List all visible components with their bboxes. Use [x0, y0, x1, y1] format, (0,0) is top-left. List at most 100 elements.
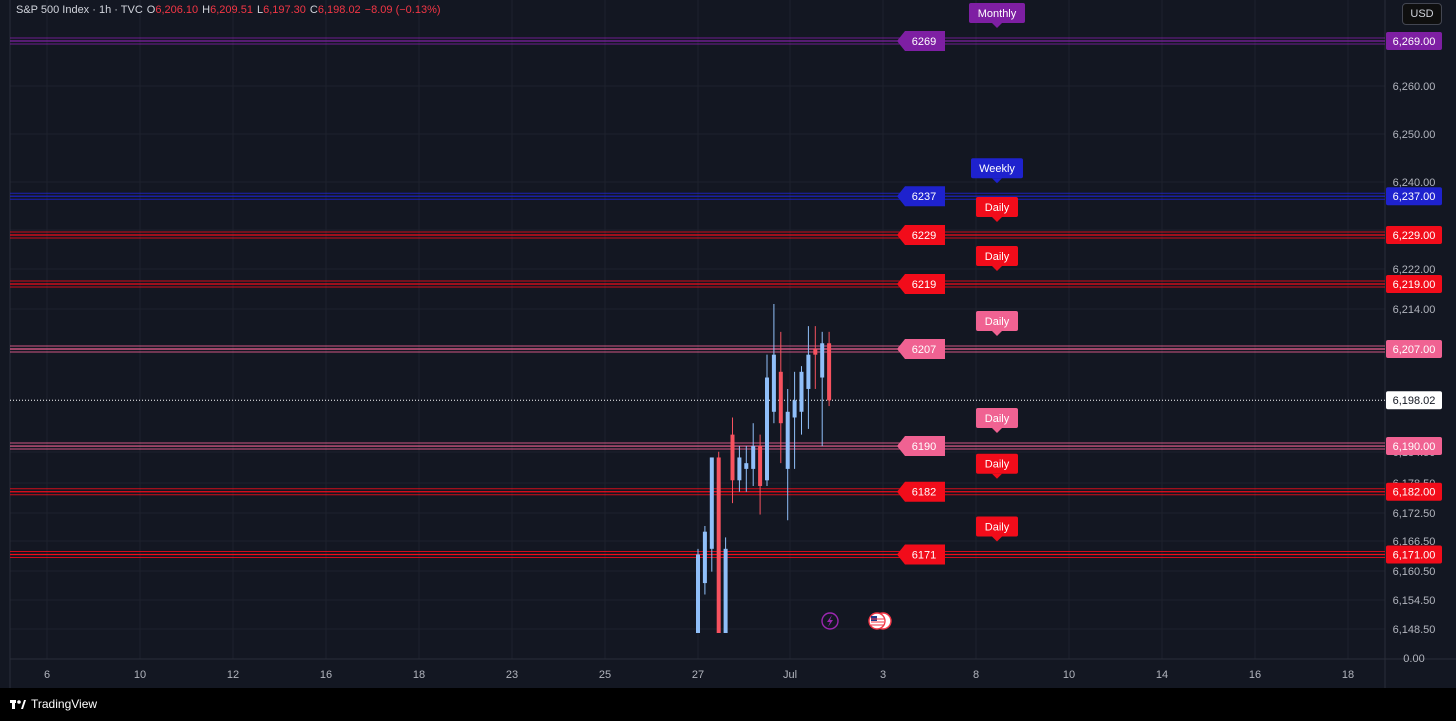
- level-flag-6229[interactable]: [897, 225, 945, 245]
- y-tick-label: 6,222.00: [1393, 264, 1436, 276]
- level-tag-daily[interactable]: [976, 516, 1018, 537]
- level-flag-6269[interactable]: [897, 31, 945, 51]
- candle-body[interactable]: [716, 457, 721, 633]
- level-tag-text: Monthly: [978, 8, 1017, 20]
- candle-body[interactable]: [709, 457, 714, 549]
- axis-price-tag-text: 6,190.00: [1393, 441, 1436, 453]
- candle-body[interactable]: [820, 343, 825, 378]
- x-tick-label: 10: [134, 669, 146, 681]
- candle-body[interactable]: [744, 463, 749, 469]
- axis-price-tag-text: 6,171.00: [1393, 550, 1436, 562]
- level-flag-6190[interactable]: [897, 436, 945, 457]
- level-tag-daily[interactable]: [976, 310, 1018, 331]
- y-tick-label: 6,250.00: [1393, 129, 1436, 141]
- level-tag-daily[interactable]: [976, 408, 1018, 429]
- level-tag-daily[interactable]: [976, 453, 1018, 474]
- x-tick-label: 18: [1342, 669, 1354, 681]
- open-value: 6,206.10: [155, 4, 199, 16]
- candle-body[interactable]: [813, 348, 818, 355]
- x-tick-label: 14: [1156, 669, 1168, 681]
- x-tick-label: 18: [413, 669, 425, 681]
- x-tick-label: 3: [880, 669, 886, 681]
- level-tag-pointer: [992, 428, 1002, 434]
- level-flag-text: 6237: [912, 191, 936, 203]
- x-tick-label: Jul: [783, 669, 797, 681]
- axis-price-tag-6229: [1386, 226, 1442, 244]
- lightning-event-icon[interactable]: [821, 612, 839, 630]
- x-tick-label: 6: [44, 669, 50, 681]
- candle-body[interactable]: [771, 354, 776, 412]
- candle-body[interactable]: [751, 446, 756, 469]
- currency-button[interactable]: USD: [1402, 3, 1442, 25]
- y-tick-label: 6,166.50: [1393, 536, 1436, 548]
- candle-body[interactable]: [737, 457, 742, 481]
- axis-price-tag-6219: [1386, 275, 1442, 293]
- candle-body[interactable]: [806, 354, 811, 389]
- candle-body[interactable]: [702, 531, 707, 584]
- x-tick-label: 12: [227, 669, 239, 681]
- y-tick-label: 6,160.50: [1393, 566, 1436, 578]
- level-flag-6171[interactable]: [897, 544, 945, 565]
- candle-body[interactable]: [785, 411, 790, 469]
- candle-body[interactable]: [765, 377, 769, 481]
- x-tick-label: 8: [973, 669, 979, 681]
- candle-body[interactable]: [799, 371, 804, 412]
- level-flag-6182[interactable]: [897, 481, 945, 502]
- level-tag-weekly[interactable]: [971, 158, 1023, 179]
- candle-body[interactable]: [696, 554, 700, 633]
- level-tag-daily[interactable]: [976, 197, 1018, 217]
- candle-body[interactable]: [723, 548, 728, 633]
- axis-price-tag-text: 6,229.00: [1393, 230, 1436, 242]
- y-tick-label: 6,260.00: [1393, 81, 1436, 93]
- level-tag-pointer: [992, 217, 1002, 222]
- candle-body[interactable]: [730, 434, 735, 481]
- candle-body[interactable]: [758, 446, 763, 487]
- close-label: C: [309, 4, 318, 16]
- level-tag-text: Daily: [985, 251, 1010, 263]
- open-label: O: [146, 4, 156, 16]
- y-tick-label: 6,148.50: [1393, 624, 1436, 636]
- level-flag-text: 6171: [912, 550, 936, 562]
- candle-body[interactable]: [778, 371, 783, 424]
- level-tag-pointer: [992, 330, 1002, 336]
- chart-header: S&P 500 Index · 1h · TVC O6,206.10 H6,20…: [16, 4, 441, 16]
- level-tag-pointer: [992, 536, 1002, 542]
- brand[interactable]: TradingView: [10, 697, 97, 711]
- axis-price-tag-6182: [1386, 482, 1442, 501]
- axis-price-tag-6190: [1386, 437, 1442, 456]
- x-tick-label: 16: [1249, 669, 1261, 681]
- x-tick-label: 27: [692, 669, 704, 681]
- level-tag-pointer: [992, 23, 1002, 28]
- level-flag-text: 6182: [912, 487, 936, 499]
- level-tag-text: Daily: [985, 413, 1010, 425]
- level-tag-text: Daily: [985, 522, 1010, 534]
- level-tag-text: Daily: [985, 202, 1010, 214]
- axis-price-tag-6207: [1386, 339, 1442, 358]
- level-flag-6219[interactable]: [897, 274, 945, 294]
- brand-name: TradingView: [31, 697, 98, 711]
- level-flag-text: 6207: [912, 344, 936, 356]
- level-tag-text: Weekly: [979, 163, 1015, 175]
- x-tick-label: 25: [599, 669, 611, 681]
- axis-price-tag-text: 6,219.00: [1393, 279, 1436, 291]
- change-value: −8.09 (−0.13%): [364, 4, 441, 16]
- level-flag-6207[interactable]: [897, 338, 945, 359]
- candle-body[interactable]: [792, 400, 797, 418]
- level-flag-text: 6229: [912, 230, 936, 242]
- level-tag-pointer: [992, 473, 1002, 479]
- y-tick-label: 6,240.00: [1393, 177, 1436, 189]
- axis-price-tag-6269: [1386, 32, 1442, 50]
- level-tag-daily[interactable]: [976, 246, 1018, 266]
- symbol-title[interactable]: S&P 500 Index · 1h · TVC: [16, 4, 143, 16]
- x-tick-label: 10: [1063, 669, 1075, 681]
- x-tick-label: 16: [320, 669, 332, 681]
- axis-price-tag-text: 6,237.00: [1393, 191, 1436, 203]
- candle-body[interactable]: [827, 343, 832, 401]
- axis-price-tag-text: 6,182.00: [1393, 487, 1436, 499]
- high-label: H: [202, 4, 211, 16]
- last-price-tag: [1386, 391, 1442, 410]
- level-flag-6237[interactable]: [897, 186, 945, 207]
- level-tag-monthly[interactable]: [969, 3, 1025, 23]
